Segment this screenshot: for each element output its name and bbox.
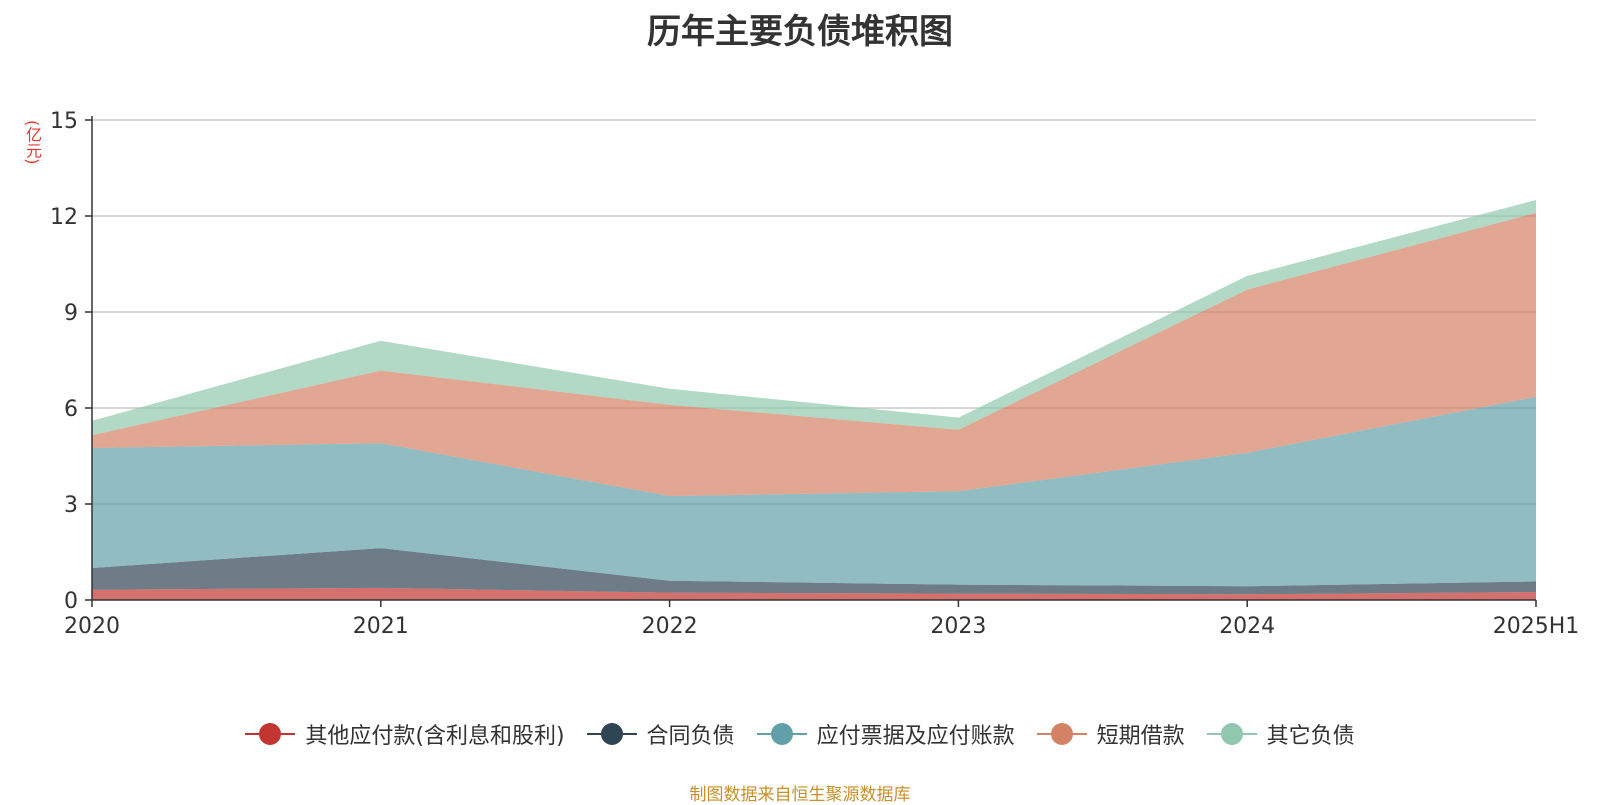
legend-item[interactable]: 其它负债 — [1206, 718, 1355, 750]
area-series-3 — [92, 396, 1536, 587]
y-tick-label: 15 — [50, 109, 78, 134]
x-tick-label: 2025H1 — [1493, 614, 1580, 639]
legend-item[interactable]: 合同负债 — [586, 718, 735, 750]
legend: 其他应付款(含利息和股利) 合同负债 应付票据及应付账款 短期借款 其它负债 — [0, 718, 1600, 750]
y-tick-label: 12 — [50, 205, 78, 230]
x-tick-label: 2022 — [642, 614, 698, 639]
area-series-2 — [92, 548, 1536, 595]
y-tick-label: 9 — [64, 301, 78, 326]
y-tick-label: 3 — [64, 493, 78, 518]
legend-marker-icon — [586, 722, 637, 746]
x-tick-label: 2023 — [930, 614, 986, 639]
legend-label: 短期借款 — [1096, 724, 1185, 749]
y-axis-unit-label: (亿元) — [23, 120, 42, 165]
area-series-4 — [92, 212, 1536, 497]
legend-marker-icon — [1036, 722, 1087, 746]
tick-labels: 0 3 6 9 12 15 2020 2021 2022 2023 2024 2025H1 — [50, 109, 1579, 639]
chart-title: 历年主要负债堆积图 — [647, 12, 953, 52]
x-tick-label: 2020 — [64, 614, 120, 639]
legend-label: 其它负债 — [1266, 724, 1355, 749]
legend-label: 应付票据及应付账款 — [816, 724, 1015, 749]
x-tick-label: 2024 — [1219, 614, 1275, 639]
legend-item[interactable]: 短期借款 — [1036, 718, 1185, 750]
data-source-note: 制图数据来自恒生聚源数据库 — [689, 785, 911, 805]
legend-marker-icon — [245, 722, 296, 746]
legend-label: 合同负债 — [646, 724, 735, 749]
legend-item[interactable]: 应付票据及应付账款 — [756, 718, 1015, 750]
area-series-5 — [92, 200, 1536, 436]
x-tick-label: 2021 — [353, 614, 409, 639]
y-tick-label: 6 — [64, 397, 78, 422]
axes — [85, 116, 1537, 607]
legend-label: 其他应付款(含利息和股利) — [305, 724, 565, 749]
legend-item[interactable]: 其他应付款(含利息和股利) — [245, 718, 565, 750]
area-series-1 — [92, 587, 1536, 600]
y-tick-label: 0 — [64, 589, 78, 614]
legend-marker-icon — [1206, 722, 1257, 746]
area-layers — [92, 200, 1536, 600]
legend-marker-icon — [756, 722, 807, 746]
